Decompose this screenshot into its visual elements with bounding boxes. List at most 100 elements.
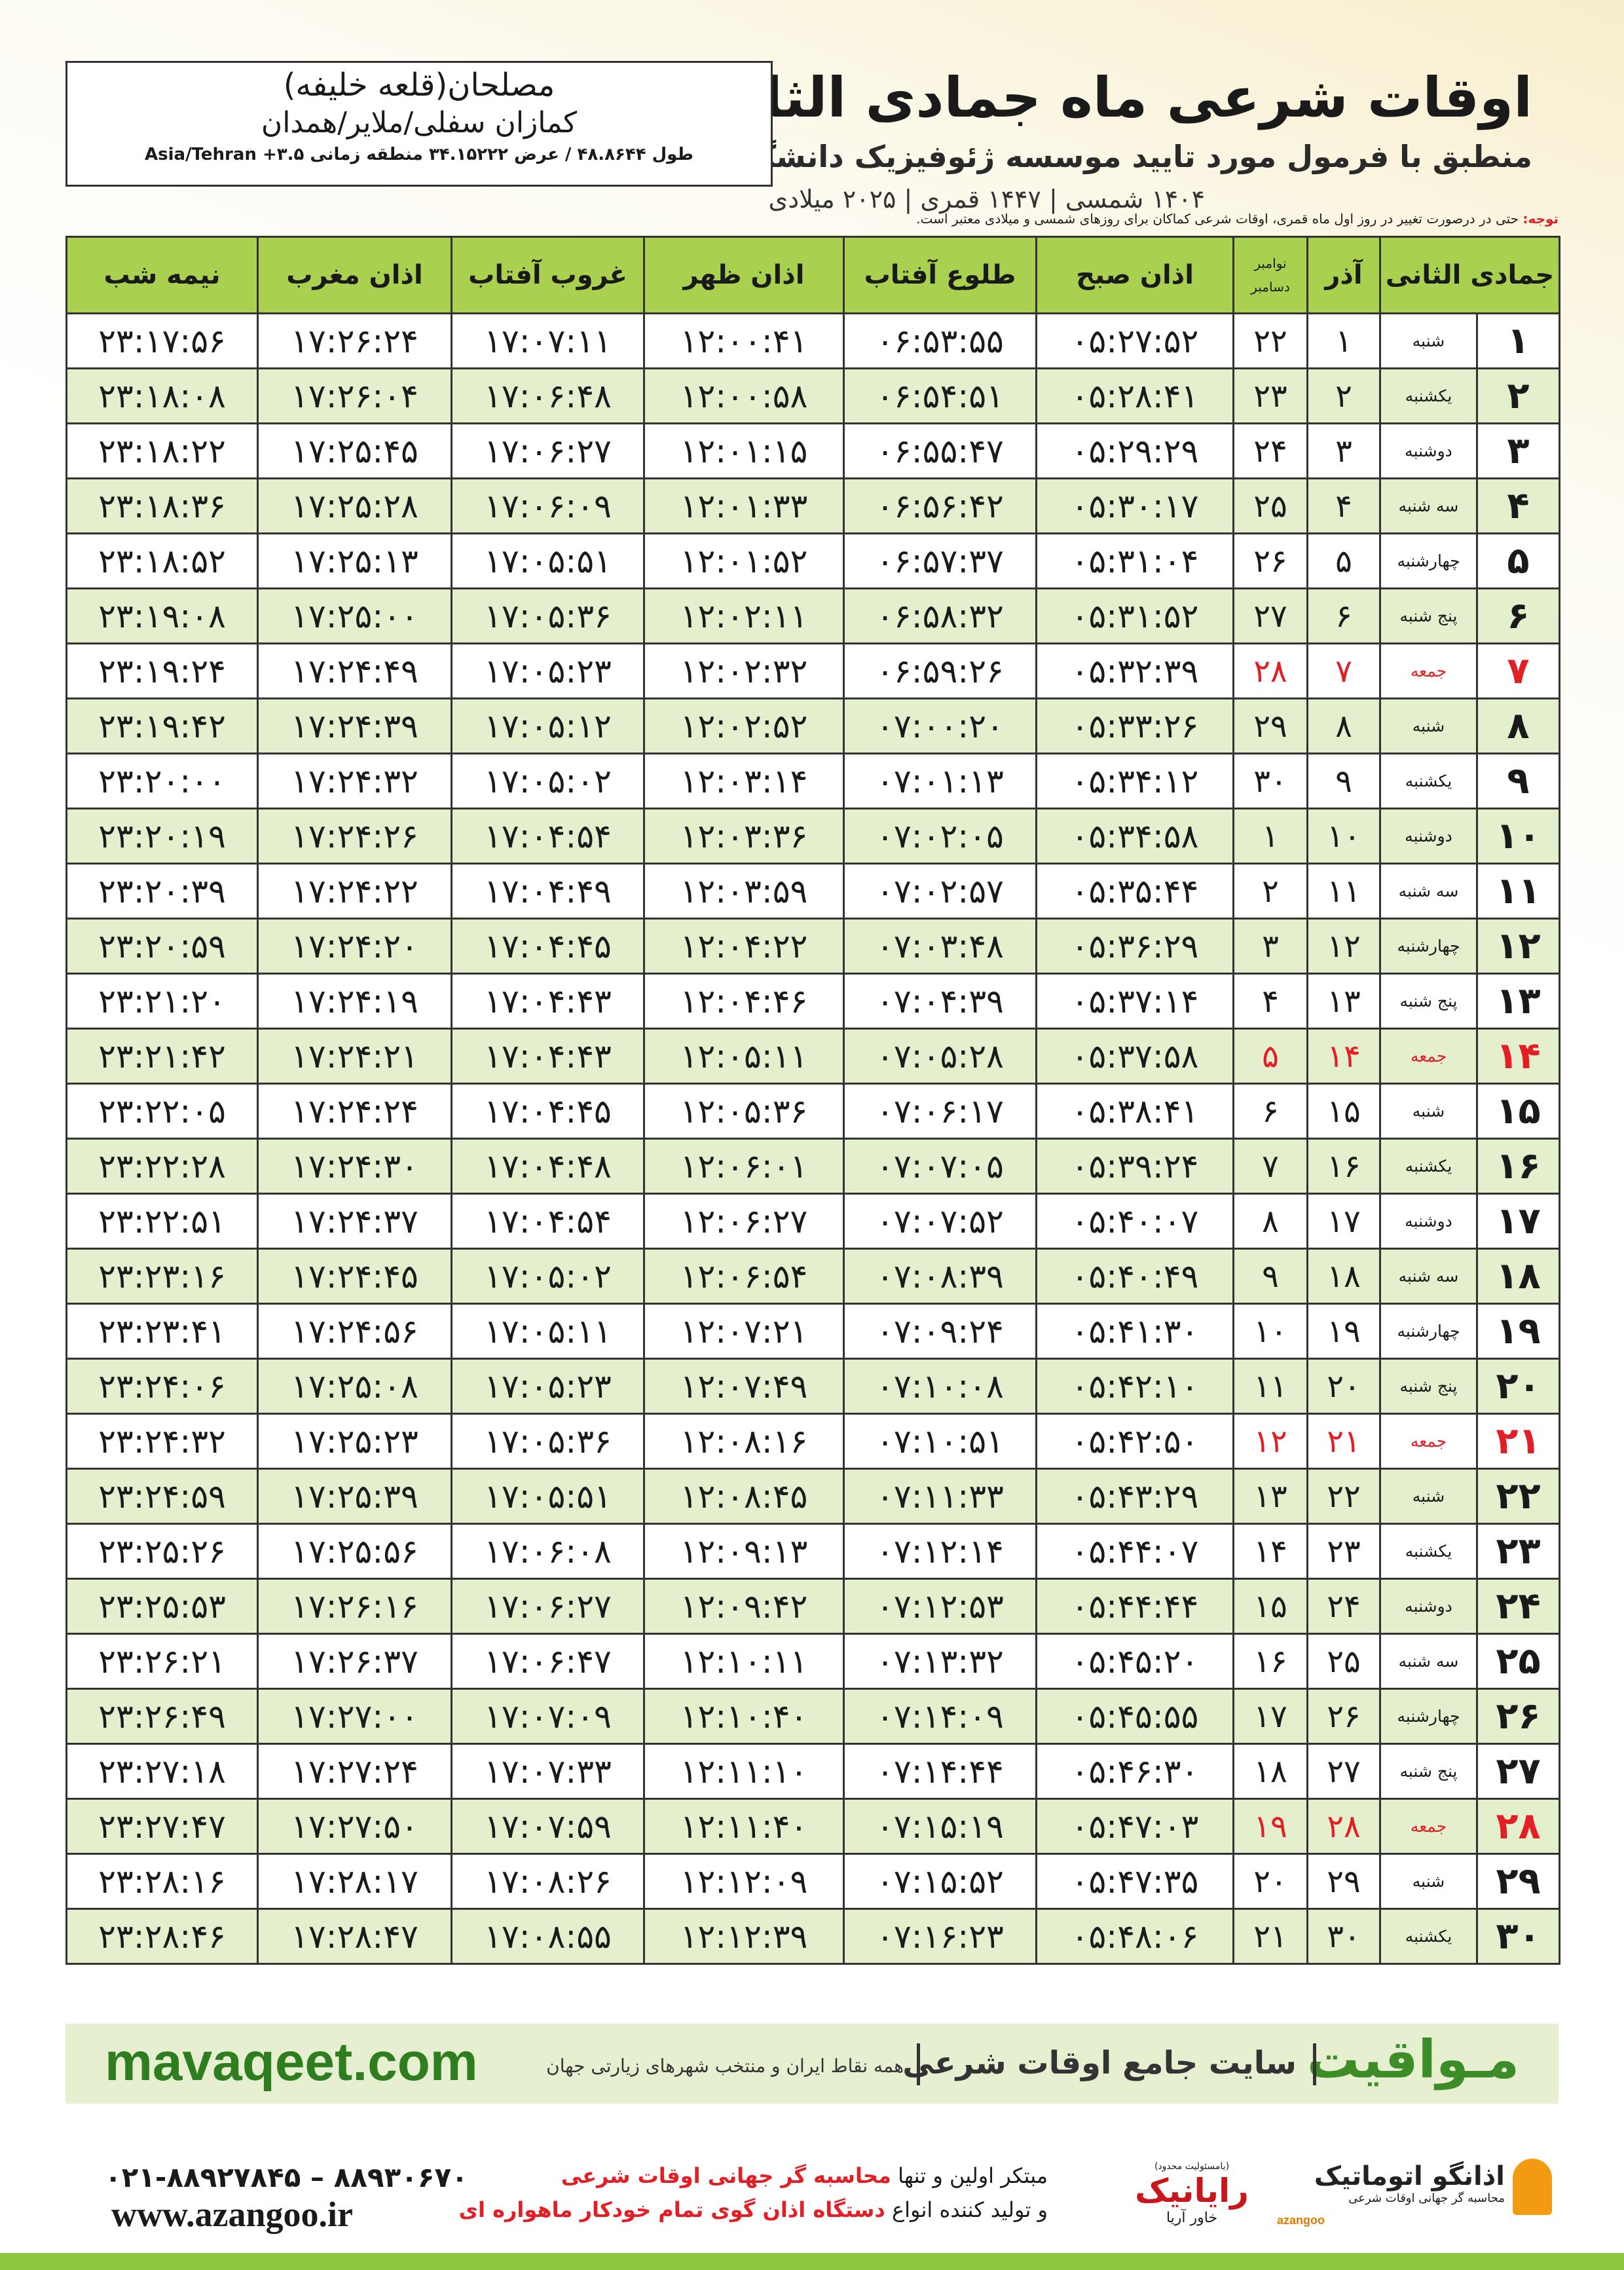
table-cell: ۱۷:۲۶:۱۶ [257, 1578, 452, 1635]
table-cell: ۰۵:۲۸:۴۱ [1035, 367, 1234, 424]
table-row: ۱۷ دوشنبه ۱۷ ۸ ۰۵:۴۰:۰۷ ۰۷:۰۷:۵۲ ۱۲:۰۶:۲۷ ۱۷:۰۴… [65, 1193, 1560, 1250]
table-cell: ۲۳:۲۸:۴۶ [65, 1908, 259, 1965]
note: توجه: حتی در درصورت تغییر در روز اول ماه… [65, 211, 1559, 227]
table-row: ۹ یکشنبه ۹ ۳۰ ۰۵:۳۴:۱۲ ۰۷:۰۱:۱۳ ۱۲:۰۳:۱۴ ۱۷:۰۵:… [65, 753, 1560, 809]
table-row: ۴ سه شنبه ۴ ۲۵ ۰۵:۳۰:۱۷ ۰۶:۵۶:۴۲ ۱۲:۰۱:۳۳ ۱۷:۰۶… [65, 477, 1560, 534]
table-cell: ۱۲:۰۲:۵۲ [643, 698, 845, 754]
table-cell: ۱۲:۰۵:۱۱ [643, 1028, 845, 1085]
promo-text: مبتکر اولین و تنها [898, 2163, 1048, 2188]
table-cell: ۰۵:۴۴:۰۷ [1035, 1523, 1234, 1580]
table-cell: ۰۷:۱۴:۰۹ [843, 1688, 1037, 1745]
table-cell: سه شنبه [1379, 863, 1478, 920]
table-cell: ۱۷:۲۸:۱۷ [257, 1853, 452, 1910]
phones: ۰۲۱-۸۸۹۲۷۸۴۵ – ۸۸۹۳۰۶۷۰ [105, 2161, 468, 2193]
table-cell: ۱۷:۲۴:۲۰ [257, 918, 452, 975]
table-cell: ۲۳:۱۹:۰۸ [65, 587, 259, 644]
table-cell: ۲۳:۲۱:۴۲ [65, 1028, 259, 1085]
table-cell: ۱۷ [1306, 1193, 1381, 1250]
table-cell: ۱۵ [1306, 1083, 1381, 1140]
table-cell: ۲۸ [1476, 1798, 1560, 1855]
table-cell: ۱۲:۰۳:۱۴ [643, 753, 845, 809]
table-cell: ۲۳:۲۲:۲۸ [65, 1138, 259, 1195]
table-cell: ۶ [1232, 1083, 1308, 1140]
table-cell: ۲۳:۱۸:۲۲ [65, 422, 259, 479]
column-header: طلوع آفتاب [843, 236, 1037, 314]
table-cell: ۶ [1476, 587, 1560, 644]
table-cell: جمعه [1379, 1413, 1478, 1470]
header-row: جمادی الثانی آذر نوامبر دسامبر اذان صبح طلوع … [65, 236, 1560, 314]
table-cell: ۰۷:۱۱:۳۳ [843, 1468, 1037, 1525]
site-url[interactable]: mavaqeet.com [105, 2032, 478, 2092]
table-cell: ۱۷:۲۵:۰۸ [257, 1358, 452, 1415]
table-cell: ۰۷:۱۲:۵۳ [843, 1578, 1037, 1635]
table-cell: ۲۳:۲۱:۲۰ [65, 973, 259, 1030]
table-cell: ۲۳:۲۸:۱۶ [65, 1853, 259, 1910]
promo: مبتکر اولین و تنها محاسبه گر جهانی اوقات… [459, 2159, 1048, 2227]
table-cell: ۱۷:۰۶:۰۹ [451, 477, 645, 534]
separator [1313, 2043, 1316, 2085]
table-cell: ۱۲:۱۱:۴۰ [643, 1798, 845, 1855]
table-cell: ۱۷:۰۴:۴۵ [451, 918, 645, 975]
table-cell: ۵ [1306, 532, 1381, 589]
table-cell: یکشنبه [1379, 367, 1478, 424]
table-cell: ۱۷:۲۶:۲۴ [257, 312, 452, 369]
table-cell: ۰۵:۴۲:۵۰ [1035, 1413, 1234, 1470]
table-cell: ۲۳:۱۸:۰۸ [65, 367, 259, 424]
table-cell: ۱۷:۰۴:۵۴ [451, 1193, 645, 1250]
table-cell: ۰۷:۱۰:۵۱ [843, 1413, 1037, 1470]
table-cell: ۴ [1232, 973, 1308, 1030]
table-cell: شنبه [1379, 312, 1478, 369]
table-cell: ۱۷:۲۶:۰۴ [257, 367, 452, 424]
table-cell: یکشنبه [1379, 1138, 1478, 1195]
table-row: ۱۹ چهارشنبه ۱۹ ۱۰ ۰۵:۴۱:۳۰ ۰۷:۰۹:۲۴ ۱۲:۰۷:۲۱ ۱۷… [65, 1303, 1560, 1360]
table-cell: شنبه [1379, 1853, 1478, 1910]
table-cell: ۱۷:۰۴:۴۵ [451, 1083, 645, 1140]
table-cell: ۲۹ [1476, 1853, 1560, 1910]
table-cell: ۱۷:۲۷:۲۴ [257, 1743, 452, 1800]
table-row: ۳ دوشنبه ۳ ۲۴ ۰۵:۲۹:۲۹ ۰۶:۵۵:۴۷ ۱۲:۰۱:۱۵ ۱۷:۰۶:… [65, 422, 1560, 479]
table-cell: ۱۵ [1232, 1578, 1308, 1635]
table-cell: ۱۲:۰۷:۴۹ [643, 1358, 845, 1415]
website[interactable]: www.azangoo.ir [111, 2195, 353, 2234]
table-cell: ۲۳:۲۶:۴۹ [65, 1688, 259, 1745]
table-cell: ۲۰ [1306, 1358, 1381, 1415]
brand: مـواقیت [1306, 2029, 1519, 2090]
table-cell: ۲۰ [1232, 1853, 1308, 1910]
table-cell: ۱۸ [1476, 1248, 1560, 1305]
table-cell: ۲۳:۲۳:۱۶ [65, 1248, 259, 1305]
table-cell: ۱۱ [1306, 863, 1381, 920]
table-cell: ۱۷:۰۷:۱۱ [451, 312, 645, 369]
table-cell: ۱۱ [1476, 863, 1560, 920]
column-header: غروب آفتاب [451, 236, 645, 314]
table-cell: ۲۴ [1476, 1578, 1560, 1635]
table-cell: ۱۳ [1476, 973, 1560, 1030]
table-cell: ۱۲:۰۱:۵۲ [643, 532, 845, 589]
table-row: ۲۱ جمعه ۲۱ ۱۲ ۰۵:۴۲:۵۰ ۰۷:۱۰:۵۱ ۱۲:۰۸:۱۶ ۱۷:۰۵:… [65, 1413, 1560, 1470]
table-cell: ۱۲:۰۰:۴۱ [643, 312, 845, 369]
table-cell: ۰۵:۳۳:۲۶ [1035, 698, 1234, 754]
table-cell: ۱۷:۲۵:۱۳ [257, 532, 452, 589]
logo-note: (بامسئولیت محدود) [1154, 2161, 1230, 2172]
logo-name: اذانگو اتوماتیک [1314, 2161, 1505, 2191]
table-cell: ۱ [1476, 312, 1560, 369]
table-cell: ۲ [1232, 863, 1308, 920]
logo-sub: محاسبه گر جهانی اوقات شرعی [1348, 2191, 1505, 2205]
table-cell: پنج شنبه [1379, 973, 1478, 1030]
table-cell: ۰۵:۴۷:۳۵ [1035, 1853, 1234, 1910]
table-cell: ۱۲:۱۲:۰۹ [643, 1853, 845, 1910]
table-cell: ۱۷:۲۴:۲۲ [257, 863, 452, 920]
table-row: ۲۹ شنبه ۲۹ ۲۰ ۰۵:۴۷:۳۵ ۰۷:۱۵:۵۲ ۱۲:۱۲:۰۹ ۱۷:۰۸:… [65, 1853, 1560, 1910]
logo-name: رایانیک [1135, 2172, 1249, 2210]
table-cell: ۱۷:۰۵:۰۲ [451, 1248, 645, 1305]
table-cell: ۰۵:۳۵:۴۴ [1035, 863, 1234, 920]
table-cell: ۰۷:۱۵:۱۹ [843, 1798, 1037, 1855]
table-row: ۸ شنبه ۸ ۲۹ ۰۵:۳۳:۲۶ ۰۷:۰۰:۲۰ ۱۲:۰۲:۵۲ ۱۷:۰۵:۱۲… [65, 698, 1560, 754]
table-row: ۱۸ سه شنبه ۱۸ ۹ ۰۵:۴۰:۴۹ ۰۷:۰۸:۳۹ ۱۲:۰۶:۵۴ ۱۷:۰… [65, 1248, 1560, 1305]
table-cell: ۸ [1232, 1193, 1308, 1250]
table-cell: ۹ [1232, 1248, 1308, 1305]
table-cell: ۱۷:۰۵:۱۲ [451, 698, 645, 754]
table-cell: ۲۶ [1232, 532, 1308, 589]
table-cell: ۱۳ [1232, 1468, 1308, 1525]
table-cell: شنبه [1379, 1468, 1478, 1525]
table-cell: دوشنبه [1379, 808, 1478, 865]
